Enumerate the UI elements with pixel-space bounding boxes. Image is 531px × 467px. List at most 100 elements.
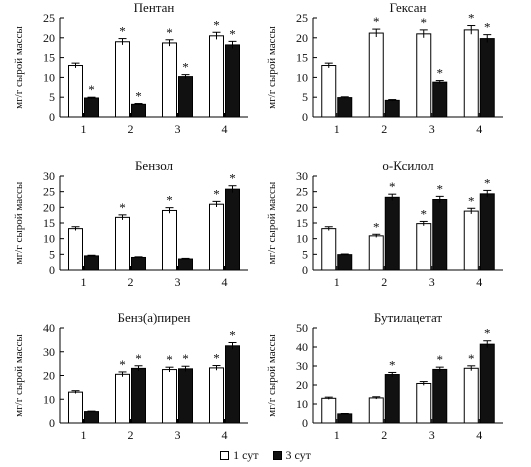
x-tick-label: 2 xyxy=(128,122,134,136)
x-tick-label: 1 xyxy=(334,275,340,289)
bar-day3 xyxy=(225,345,240,424)
bar-day3 xyxy=(131,256,146,271)
significance-marker: * xyxy=(119,24,126,39)
significance-marker: * xyxy=(484,175,491,190)
y-tick-label: 5 xyxy=(49,90,55,104)
bar-day3 xyxy=(432,81,448,118)
panel-title: Бенз(а)пирен xyxy=(118,310,191,325)
bar-day3 xyxy=(84,255,99,271)
bar-day3 xyxy=(225,188,240,271)
bar-day1 xyxy=(416,223,432,271)
bar-day3 xyxy=(384,196,400,271)
y-tick-label: 15 xyxy=(43,51,55,65)
x-tick-label: 1 xyxy=(334,122,340,136)
y-tick-label: 10 xyxy=(43,70,55,84)
significance-marker: * xyxy=(213,351,220,366)
y-tick-label: 25 xyxy=(43,11,55,25)
legend-label-1: 1 сут xyxy=(233,447,259,462)
panel-5: Бенз(а)пирен мг/г сырой массы 0 10 20 30 40 1 2 *… xyxy=(13,310,248,442)
y-tick-label: 10 xyxy=(296,397,308,411)
significance-marker: * xyxy=(484,20,491,35)
bar-day3 xyxy=(479,343,495,424)
bar-day1 xyxy=(463,367,479,424)
x-tick-label: 2 xyxy=(381,122,387,136)
y-axis-label: мг/г сырой массы xyxy=(266,26,278,109)
y-tick-label: 40 xyxy=(296,340,308,354)
y-tick-label: 20 xyxy=(43,200,55,214)
bar-day3 xyxy=(384,99,400,118)
significance-marker: * xyxy=(213,17,220,32)
bar-day1 xyxy=(115,41,130,118)
significance-marker: * xyxy=(135,351,142,366)
significance-marker: * xyxy=(437,352,444,367)
bar-day3 xyxy=(225,44,240,118)
significance-marker: * xyxy=(468,193,475,208)
significance-marker: * xyxy=(229,171,236,186)
y-axis-label: мг/г сырой массы xyxy=(13,26,25,109)
x-tick-label: 2 xyxy=(128,275,134,289)
bar-day3 xyxy=(84,411,99,424)
significance-marker: * xyxy=(437,181,444,196)
bar-day1 xyxy=(321,397,337,424)
bar-day1 xyxy=(162,42,177,118)
bar-day1 xyxy=(463,29,479,118)
bar-day3 xyxy=(432,199,448,271)
bar-day1 xyxy=(368,397,384,424)
y-tick-label: 10 xyxy=(43,392,55,406)
y-tick-label: 10 xyxy=(296,70,308,84)
legend: 1 сут 3 сут xyxy=(0,446,531,464)
legend-swatch-white xyxy=(220,450,230,460)
y-tick-label: 40 xyxy=(43,321,55,335)
x-tick-label: 3 xyxy=(175,122,181,136)
y-axis-label: мг/г сырой массы xyxy=(13,181,25,264)
x-tick-label: 1 xyxy=(81,428,87,442)
significance-marker: * xyxy=(373,219,380,234)
panel-6: Бутилацетат мг/г сырой массы 0 10 20 30 40 50 1 2… xyxy=(266,310,503,442)
x-tick-label: 1 xyxy=(81,122,87,136)
bar-day3 xyxy=(337,413,353,424)
legend-item-2: 3 сут xyxy=(272,447,311,463)
x-tick-label: 3 xyxy=(429,428,435,442)
bar-day1 xyxy=(115,216,130,271)
panel-1: Пентан мг/г сырой массы 0 5 10 15 20 25 1 * 2 * * 3 * *… xyxy=(13,0,248,136)
y-tick-label: 25 xyxy=(296,11,308,25)
significance-marker: * xyxy=(119,200,126,215)
significance-marker: * xyxy=(484,326,491,341)
y-tick-label: 0 xyxy=(302,416,308,430)
bar-day3 xyxy=(479,193,495,271)
bar-day1 xyxy=(209,35,224,118)
x-tick-label: 1 xyxy=(81,275,87,289)
y-tick-label: 15 xyxy=(296,216,308,230)
significance-marker: * xyxy=(437,66,444,81)
y-tick-label: 25 xyxy=(43,185,55,199)
x-tick-label: 4 xyxy=(222,275,228,289)
y-tick-label: 15 xyxy=(296,51,308,65)
bar-day1 xyxy=(68,65,83,118)
x-tick-label: 4 xyxy=(476,275,482,289)
x-tick-label: 3 xyxy=(175,428,181,442)
bar-day3 xyxy=(384,374,400,424)
legend-label-2: 3 сут xyxy=(285,447,311,462)
bar-day3 xyxy=(337,254,353,271)
significance-marker: * xyxy=(373,14,380,29)
significance-marker: * xyxy=(421,206,428,221)
y-tick-label: 0 xyxy=(49,110,55,124)
bar-day1 xyxy=(162,369,177,424)
x-tick-label: 4 xyxy=(476,428,482,442)
panel-title: Пентан xyxy=(134,0,175,15)
y-tick-label: 30 xyxy=(43,169,55,183)
y-tick-label: 30 xyxy=(296,169,308,183)
y-tick-label: 0 xyxy=(302,263,308,277)
significance-marker: * xyxy=(468,11,475,26)
y-tick-label: 20 xyxy=(43,31,55,45)
bar-day3 xyxy=(131,367,146,424)
significance-marker: * xyxy=(182,60,189,75)
y-axis-label: мг/г сырой массы xyxy=(13,334,25,417)
x-tick-label: 2 xyxy=(381,275,387,289)
panel-title: Бутилацетат xyxy=(374,310,443,325)
bar-day3 xyxy=(131,103,146,118)
x-tick-label: 3 xyxy=(175,275,181,289)
bar-day1 xyxy=(368,32,384,118)
legend-swatch-black xyxy=(272,450,282,460)
